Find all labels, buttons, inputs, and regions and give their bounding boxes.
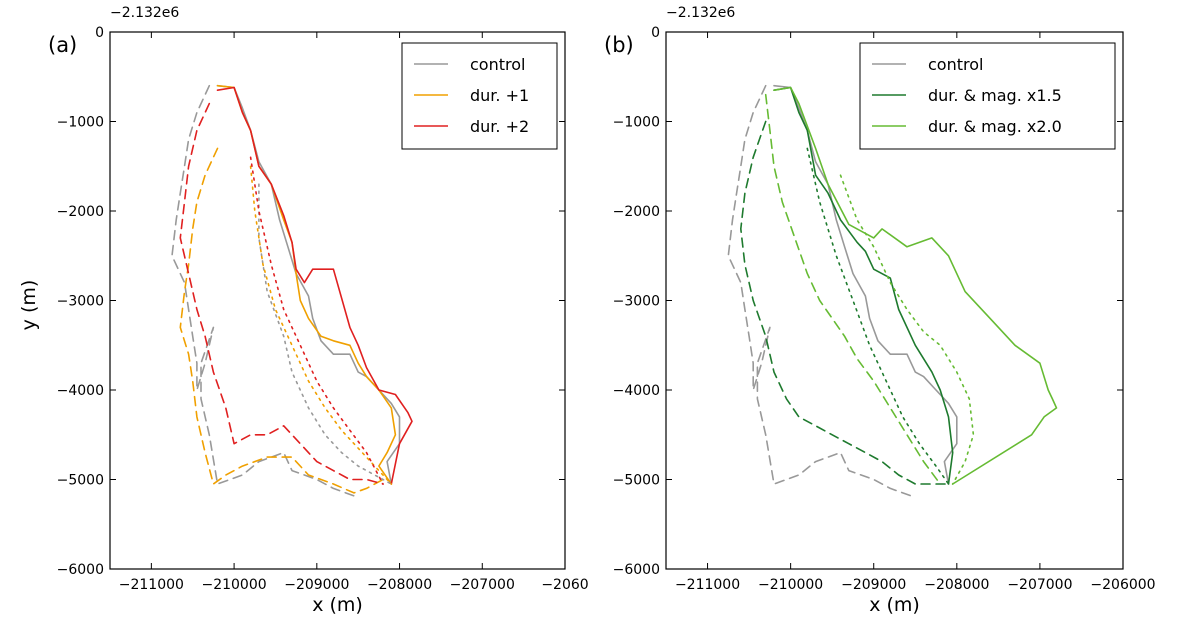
panel-b-ytick-label-0: 0 (651, 25, 660, 41)
panel-a-xtick-label-2: −209000 (284, 577, 349, 593)
panel-b-series-line-5 (764, 93, 942, 485)
panel-a-legend-box (401, 42, 558, 150)
panel-a-series-line-5 (179, 102, 384, 485)
panel-a-xtick-label-0: −211000 (119, 577, 184, 593)
panel-a-legend-label-0: control (470, 55, 525, 74)
panel-a-xtick-label-3: −208000 (367, 577, 432, 593)
panel-b-xtick-label-2: −209000 (841, 577, 906, 593)
panel-a-xtick-label-1: −210000 (201, 577, 266, 593)
panel-b-ytick-label-2: −2000 (613, 204, 660, 220)
panel-a-series-line-6 (258, 183, 393, 485)
panel-a: −211000 −210000 −209000 −208000 −207000 −2060… (48, 5, 589, 616)
panel-b-legend: control dur. & mag. x1.5 dur. & mag. x2.0 (859, 42, 1116, 150)
panel-a-series-line-4 (179, 147, 384, 494)
panel-a-legend-label-2: dur. +2 (470, 117, 529, 136)
panel-b-series-line-0 (773, 84, 958, 485)
panel-b-label: (b) (604, 33, 634, 57)
panel-b-x-axis-title: x (m) (869, 594, 920, 616)
panel-b-series-line-6 (806, 147, 950, 485)
panel-b-legend-label-0: control (928, 55, 983, 74)
panel-a-series-line-8 (249, 156, 384, 485)
panel-a-ytick-label-1: −1000 (57, 115, 104, 131)
panel-a-ytick-label-5: −5000 (57, 473, 104, 489)
panel-a-x-axis-title: x (m) (312, 594, 363, 616)
panel-b-series-line-3 (727, 84, 917, 499)
panel-b-xtick-label-4: −207000 (1007, 577, 1072, 593)
panel-a-xtick-label-4: −207000 (450, 577, 515, 593)
panel-a-ytick-label-3: −3000 (57, 294, 104, 310)
panel-b-xtick-label-0: −211000 (675, 577, 740, 593)
panel-b-xtick-label-5: −206000 (1090, 577, 1155, 593)
panel-b-xtick-label-1: −210000 (758, 577, 823, 593)
panel-a-offset-label: −2.132e6 (110, 5, 179, 21)
panel-b-xtick-label-3: −208000 (924, 577, 989, 593)
panel-a-ytick-label-6: −6000 (57, 562, 104, 578)
panel-b-legend-label-1: dur. & mag. x1.5 (928, 86, 1062, 105)
panel-a-series-line-7 (249, 165, 393, 485)
panel-a-series-line-2 (216, 86, 413, 485)
panel-a-legend: control dur. +1 dur. +2 (401, 42, 558, 150)
panel-a-legend-label-1: dur. +1 (470, 86, 529, 105)
panel-b-ytick-label-3: −3000 (613, 294, 660, 310)
panel-b-legend-box (859, 42, 1116, 150)
panel-a-series-line-3 (171, 84, 360, 499)
panel-a-series-line-1 (216, 84, 397, 485)
panel-a-xtick-label-5: −2060 (541, 577, 588, 593)
figure-y-axis-label: y (m) (18, 280, 40, 331)
panel-b-ytick-label-5: −5000 (613, 473, 660, 489)
panel-b-ytick-label-4: −4000 (613, 383, 660, 399)
panel-a-series-line-0 (216, 84, 401, 485)
panel-b-ytick-label-6: −6000 (613, 562, 660, 578)
panel-a-ytick-label-2: −2000 (57, 204, 104, 220)
panel-b-ytick-label-1: −1000 (613, 115, 660, 131)
panel-b-legend-label-2: dur. & mag. x2.0 (928, 117, 1062, 136)
panel-b: −211000 −210000 −209000 −208000 −207000 −2060… (604, 5, 1156, 616)
panel-b-series-line-1 (773, 86, 954, 485)
panel-b-offset-label: −2.132e6 (666, 5, 735, 21)
panel-a-ytick-label-0: 0 (95, 25, 104, 41)
panel-b-series-line-7 (839, 174, 975, 485)
panel-b-series-line-2 (773, 86, 1058, 485)
panel-a-ytick-label-4: −4000 (57, 383, 104, 399)
panel-b-series-group (727, 84, 1058, 499)
panel-b-series-line-4 (739, 120, 950, 485)
panel-a-series-group (171, 84, 413, 499)
panel-a-label: (a) (48, 33, 77, 57)
